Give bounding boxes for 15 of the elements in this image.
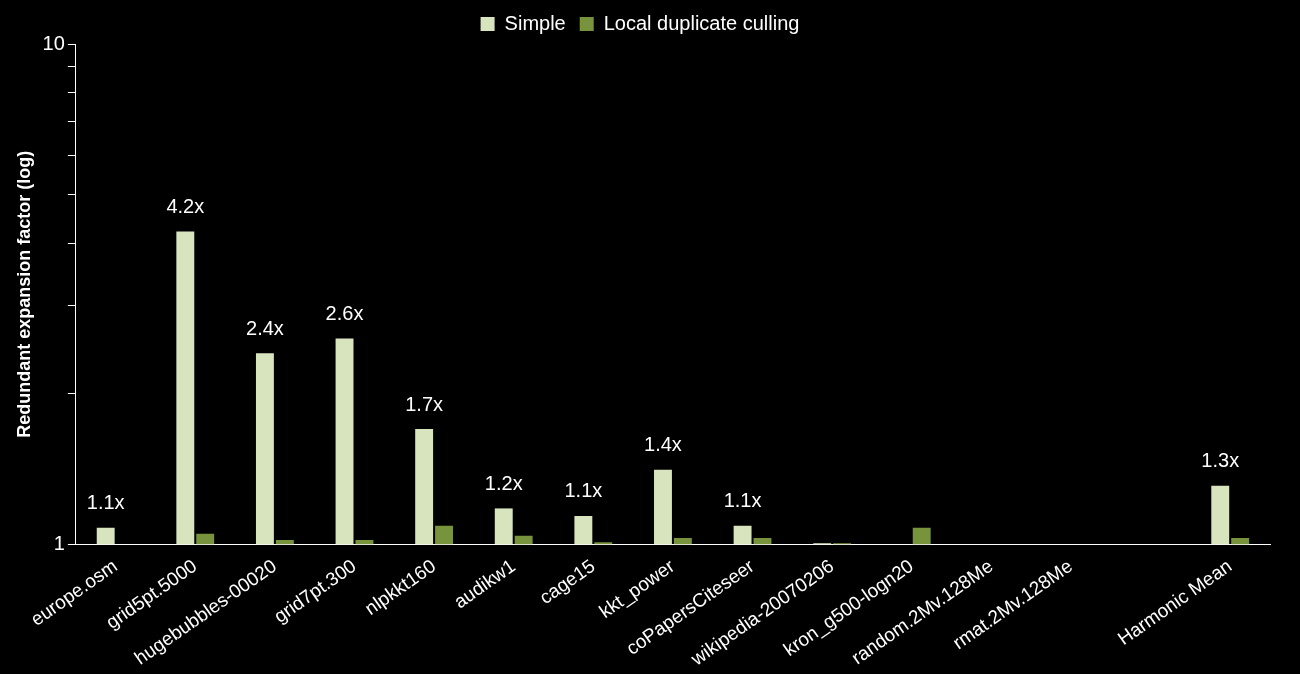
data-label: 1.1x (564, 479, 603, 502)
data-label: 1.4x (644, 433, 682, 456)
data-label: 2.4x (246, 316, 284, 339)
y-axis-title: Redundant expansion factor (log) (13, 150, 34, 438)
data-label: 1.1x (86, 491, 125, 514)
data-label: 1.3x (1201, 449, 1240, 472)
legend-label: Local duplicate culling (603, 11, 800, 34)
y-tick-label: 10 (42, 31, 65, 54)
data-label: 1.1x (723, 489, 762, 512)
data-label: 4.2x (166, 195, 205, 217)
data-label: 1.7x (405, 392, 444, 415)
legend-label: Simple (504, 11, 566, 34)
data-label: 1.2x (484, 471, 523, 494)
y-tick-label: 1 (53, 531, 65, 554)
data-label: 2.6x (325, 301, 364, 324)
